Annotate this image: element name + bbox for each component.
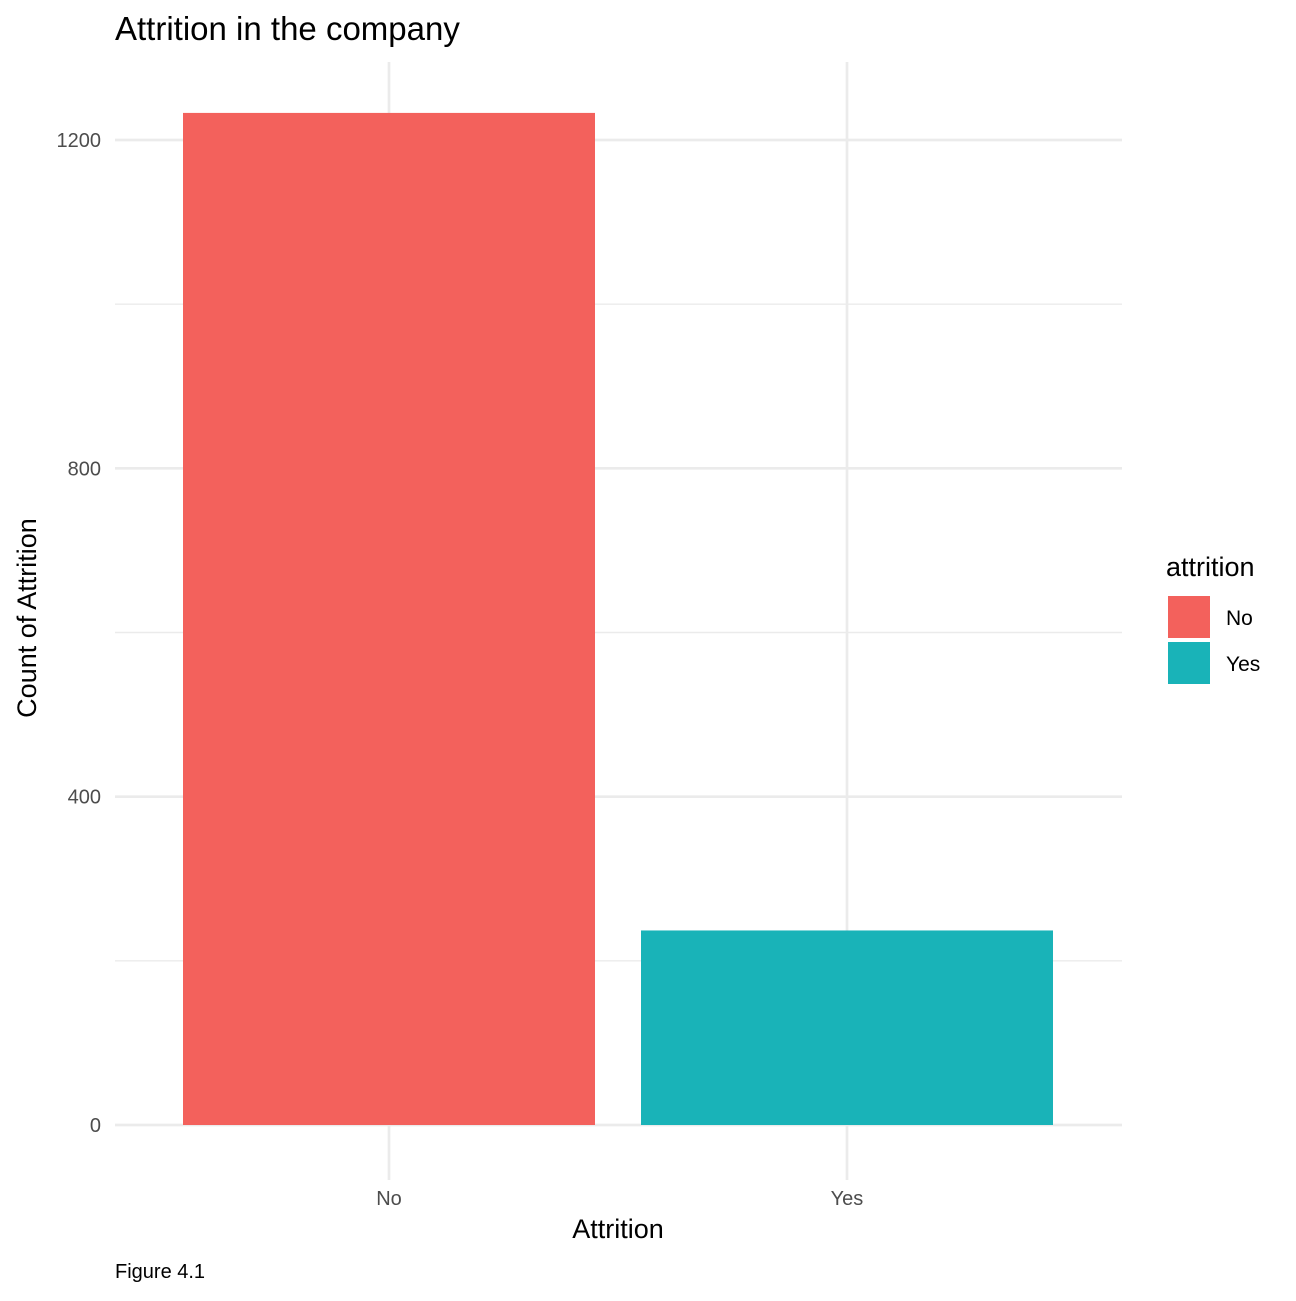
legend-swatch-yes	[1168, 642, 1210, 684]
y-tick-label-2: 800	[68, 458, 101, 480]
legend-label-no: No	[1226, 607, 1253, 630]
y-tick-label-1: 400	[68, 787, 101, 809]
y-axis-ticks: 0 400 800 1200	[57, 130, 102, 1137]
bars	[183, 112, 1053, 1126]
legend-swatch-no	[1168, 596, 1210, 638]
y-axis-title: Count of Attrition	[12, 518, 42, 718]
bar-yes	[641, 930, 1053, 1125]
x-tick-label-no: No	[376, 1188, 402, 1210]
x-axis-title: Attrition	[572, 1214, 664, 1244]
y-tick-label-3: 1200	[57, 130, 102, 152]
legend-label-yes: Yes	[1226, 653, 1260, 676]
legend-entries: No Yes	[1168, 596, 1260, 684]
chart-caption: Figure 4.1	[115, 1261, 205, 1283]
bar-no	[183, 112, 595, 1126]
legend: attrition No Yes	[1166, 552, 1260, 684]
legend-title: attrition	[1166, 552, 1255, 582]
y-tick-label-0: 0	[90, 1115, 101, 1137]
x-tick-label-yes: Yes	[831, 1188, 864, 1210]
chart-title: Attrition in the company	[115, 10, 460, 47]
x-axis-ticks: No Yes	[376, 1188, 863, 1210]
